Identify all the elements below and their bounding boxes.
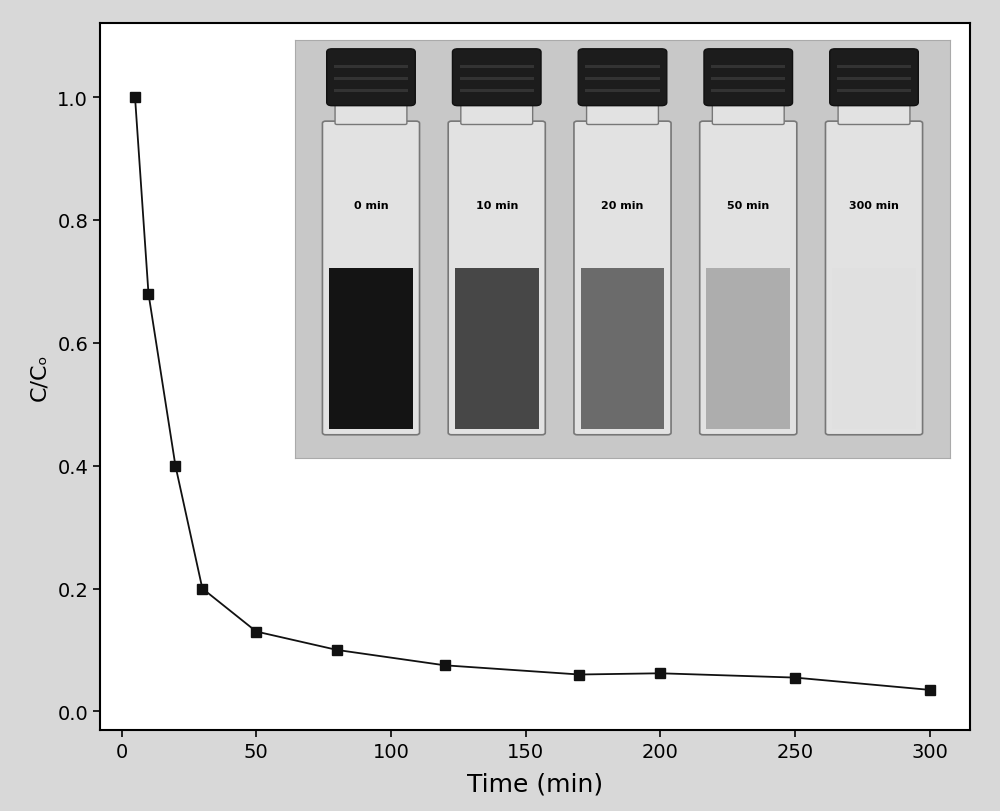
FancyBboxPatch shape [578,49,667,106]
Text: 50 min: 50 min [727,200,769,211]
Bar [329,268,413,429]
Bar [711,66,785,70]
FancyBboxPatch shape [704,49,793,106]
Bar [460,66,534,70]
FancyBboxPatch shape [700,122,797,436]
Bar [334,78,408,81]
Bar [585,66,660,70]
Bar [413,268,416,429]
Bar [711,78,785,81]
Text: 20 min: 20 min [601,200,644,211]
Bar [460,78,534,81]
FancyBboxPatch shape [825,122,923,436]
Bar [334,89,408,92]
Bar [334,66,408,70]
Bar [829,268,832,429]
FancyBboxPatch shape [322,122,420,436]
Bar [711,89,785,92]
Bar [706,268,790,429]
Bar [837,78,911,81]
Bar [460,89,534,92]
Text: 0 min: 0 min [354,200,388,211]
Bar [664,268,668,429]
Text: 10 min: 10 min [476,200,518,211]
FancyBboxPatch shape [712,98,784,126]
Bar [790,268,794,429]
FancyBboxPatch shape [461,98,533,126]
Bar [585,78,660,81]
Bar [581,268,664,429]
Y-axis label: C/Cₒ: C/Cₒ [29,354,49,401]
Bar [539,268,542,429]
FancyBboxPatch shape [838,98,910,126]
Bar [832,268,916,429]
FancyBboxPatch shape [830,49,918,106]
Bar [451,268,455,429]
Bar [837,66,911,70]
Bar [703,268,706,429]
FancyBboxPatch shape [587,98,658,126]
FancyBboxPatch shape [448,122,545,436]
Bar [577,268,581,429]
FancyBboxPatch shape [574,122,671,436]
Bar [916,268,919,429]
FancyBboxPatch shape [327,49,415,106]
Bar [326,268,329,429]
FancyBboxPatch shape [335,98,407,126]
X-axis label: Time (min): Time (min) [467,772,603,796]
Bar [455,268,539,429]
Bar [837,89,911,92]
Text: 300 min: 300 min [849,200,899,211]
Bar [585,89,660,92]
FancyBboxPatch shape [452,49,541,106]
